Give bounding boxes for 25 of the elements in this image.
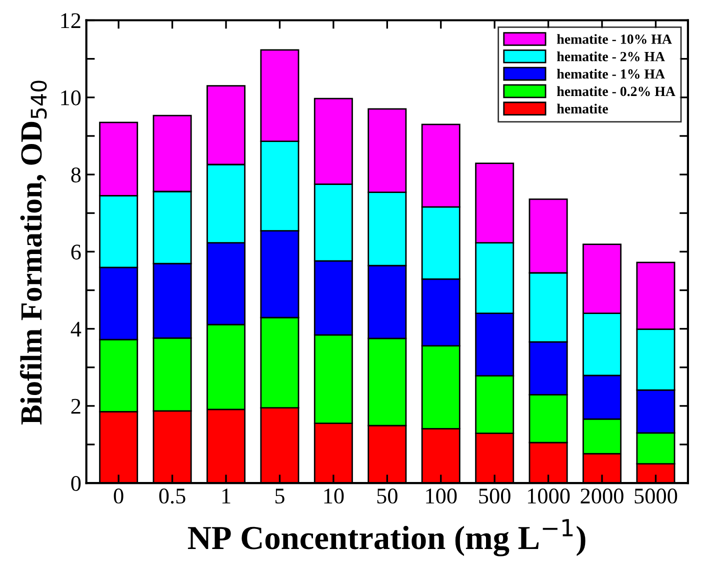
legend-label: hematite - 1% HA <box>557 68 665 79</box>
y-axis-title: Biofilm Formation, OD$_{540}$ <box>20 80 47 425</box>
legend-label: hematite - 2% HA <box>557 52 665 62</box>
x-tick-label: 50 <box>377 488 398 504</box>
x-tick-label: 1000 <box>528 488 570 504</box>
x-tick-label: 500 <box>479 488 510 504</box>
x-tick-label: 0 <box>114 488 124 504</box>
x-tick-label: 100 <box>426 488 457 504</box>
legend-label: hematite - 10% HA <box>557 34 672 44</box>
y-tick-label: 12 <box>61 13 80 28</box>
x-tick-label: 10 <box>324 488 344 504</box>
y-tick-label: 8 <box>71 167 81 182</box>
x-tick-label: 5 <box>275 488 284 504</box>
x-axis-title: NP Concentration (mg L$^{−1}$) <box>188 519 586 556</box>
y-tick-label: 4 <box>70 322 82 336</box>
x-tick-label: 5000 <box>634 488 678 504</box>
x-tick-label: 1 <box>222 488 230 504</box>
x-tick-label: 2000 <box>580 488 624 504</box>
legend-label: hematite <box>557 104 608 114</box>
y-tick-label: 2 <box>71 398 80 414</box>
y-tick-label: 0 <box>71 476 81 491</box>
legend-label: hematite - 0.2% HA <box>557 86 676 96</box>
x-tick-label: 0.5 <box>159 488 186 504</box>
y-tick-label: 10 <box>61 90 81 106</box>
y-tick-label: 6 <box>71 244 81 260</box>
